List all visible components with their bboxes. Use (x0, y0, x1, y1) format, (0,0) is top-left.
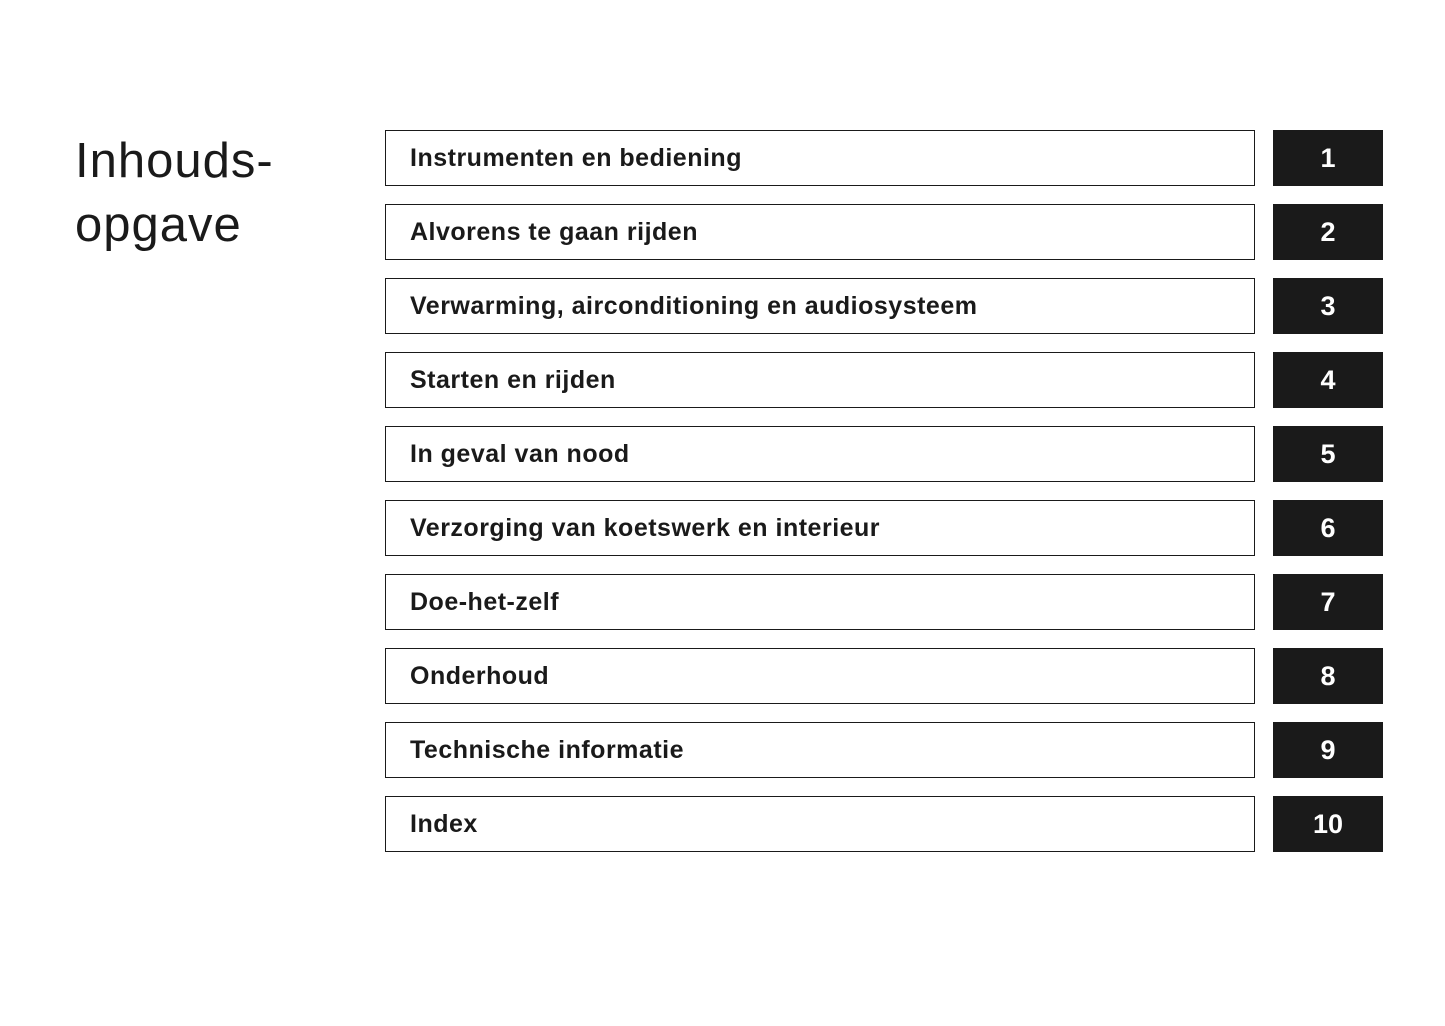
toc-number: 4 (1320, 365, 1335, 396)
toc-number-tab: 9 (1273, 722, 1383, 778)
toc-number: 7 (1320, 587, 1335, 618)
toc-label: Instrumenten en bediening (410, 144, 742, 173)
toc-number: 5 (1320, 439, 1335, 470)
toc-row: Starten en rijden 4 (385, 352, 1383, 408)
page-title: Inhouds- opgave (75, 130, 355, 852)
toc-list: Instrumenten en bediening 1 Alvorens te … (385, 130, 1383, 852)
toc-row: Instrumenten en bediening 1 (385, 130, 1383, 186)
title-line-2: opgave (75, 198, 242, 252)
toc-number: 8 (1320, 661, 1335, 692)
toc-label: In geval van nood (410, 440, 630, 469)
toc-number-tab: 3 (1273, 278, 1383, 334)
toc-row: Technische informatie 9 (385, 722, 1383, 778)
toc-item: Technische informatie (385, 722, 1255, 778)
toc-row: Verwarming, airconditioning en audiosyst… (385, 278, 1383, 334)
toc-row: Verzorging van koetswerk en interieur 6 (385, 500, 1383, 556)
toc-number-tab: 5 (1273, 426, 1383, 482)
toc-label: Technische informatie (410, 736, 684, 765)
toc-number-tab: 8 (1273, 648, 1383, 704)
toc-item: Verzorging van koetswerk en interieur (385, 500, 1255, 556)
toc-row: Alvorens te gaan rijden 2 (385, 204, 1383, 260)
toc-row: Index 10 (385, 796, 1383, 852)
title-line-1: Inhouds- (75, 134, 274, 188)
toc-item: Onderhoud (385, 648, 1255, 704)
toc-number-tab: 4 (1273, 352, 1383, 408)
toc-number-tab: 2 (1273, 204, 1383, 260)
toc-label: Verwarming, airconditioning en audiosyst… (410, 292, 977, 321)
toc-item: Index (385, 796, 1255, 852)
toc-number-tab: 1 (1273, 130, 1383, 186)
toc-number-tab: 6 (1273, 500, 1383, 556)
toc-row: Doe-het-zelf 7 (385, 574, 1383, 630)
toc-number: 10 (1313, 809, 1343, 840)
toc-number: 3 (1320, 291, 1335, 322)
toc-label: Onderhoud (410, 662, 549, 691)
toc-number-tab: 7 (1273, 574, 1383, 630)
toc-item: Verwarming, airconditioning en audiosyst… (385, 278, 1255, 334)
page-container: Inhouds- opgave Instrumenten en bedienin… (0, 0, 1445, 852)
toc-label: Doe-het-zelf (410, 588, 559, 617)
toc-item: Doe-het-zelf (385, 574, 1255, 630)
toc-number: 9 (1320, 735, 1335, 766)
toc-number: 1 (1320, 143, 1335, 174)
toc-label: Index (410, 810, 478, 839)
toc-item: Alvorens te gaan rijden (385, 204, 1255, 260)
toc-number: 6 (1320, 513, 1335, 544)
toc-item: Instrumenten en bediening (385, 130, 1255, 186)
toc-row: In geval van nood 5 (385, 426, 1383, 482)
toc-label: Verzorging van koetswerk en interieur (410, 514, 880, 543)
toc-number-tab: 10 (1273, 796, 1383, 852)
toc-number: 2 (1320, 217, 1335, 248)
toc-item: In geval van nood (385, 426, 1255, 482)
toc-item: Starten en rijden (385, 352, 1255, 408)
toc-label: Alvorens te gaan rijden (410, 218, 698, 247)
toc-row: Onderhoud 8 (385, 648, 1383, 704)
toc-label: Starten en rijden (410, 366, 616, 395)
